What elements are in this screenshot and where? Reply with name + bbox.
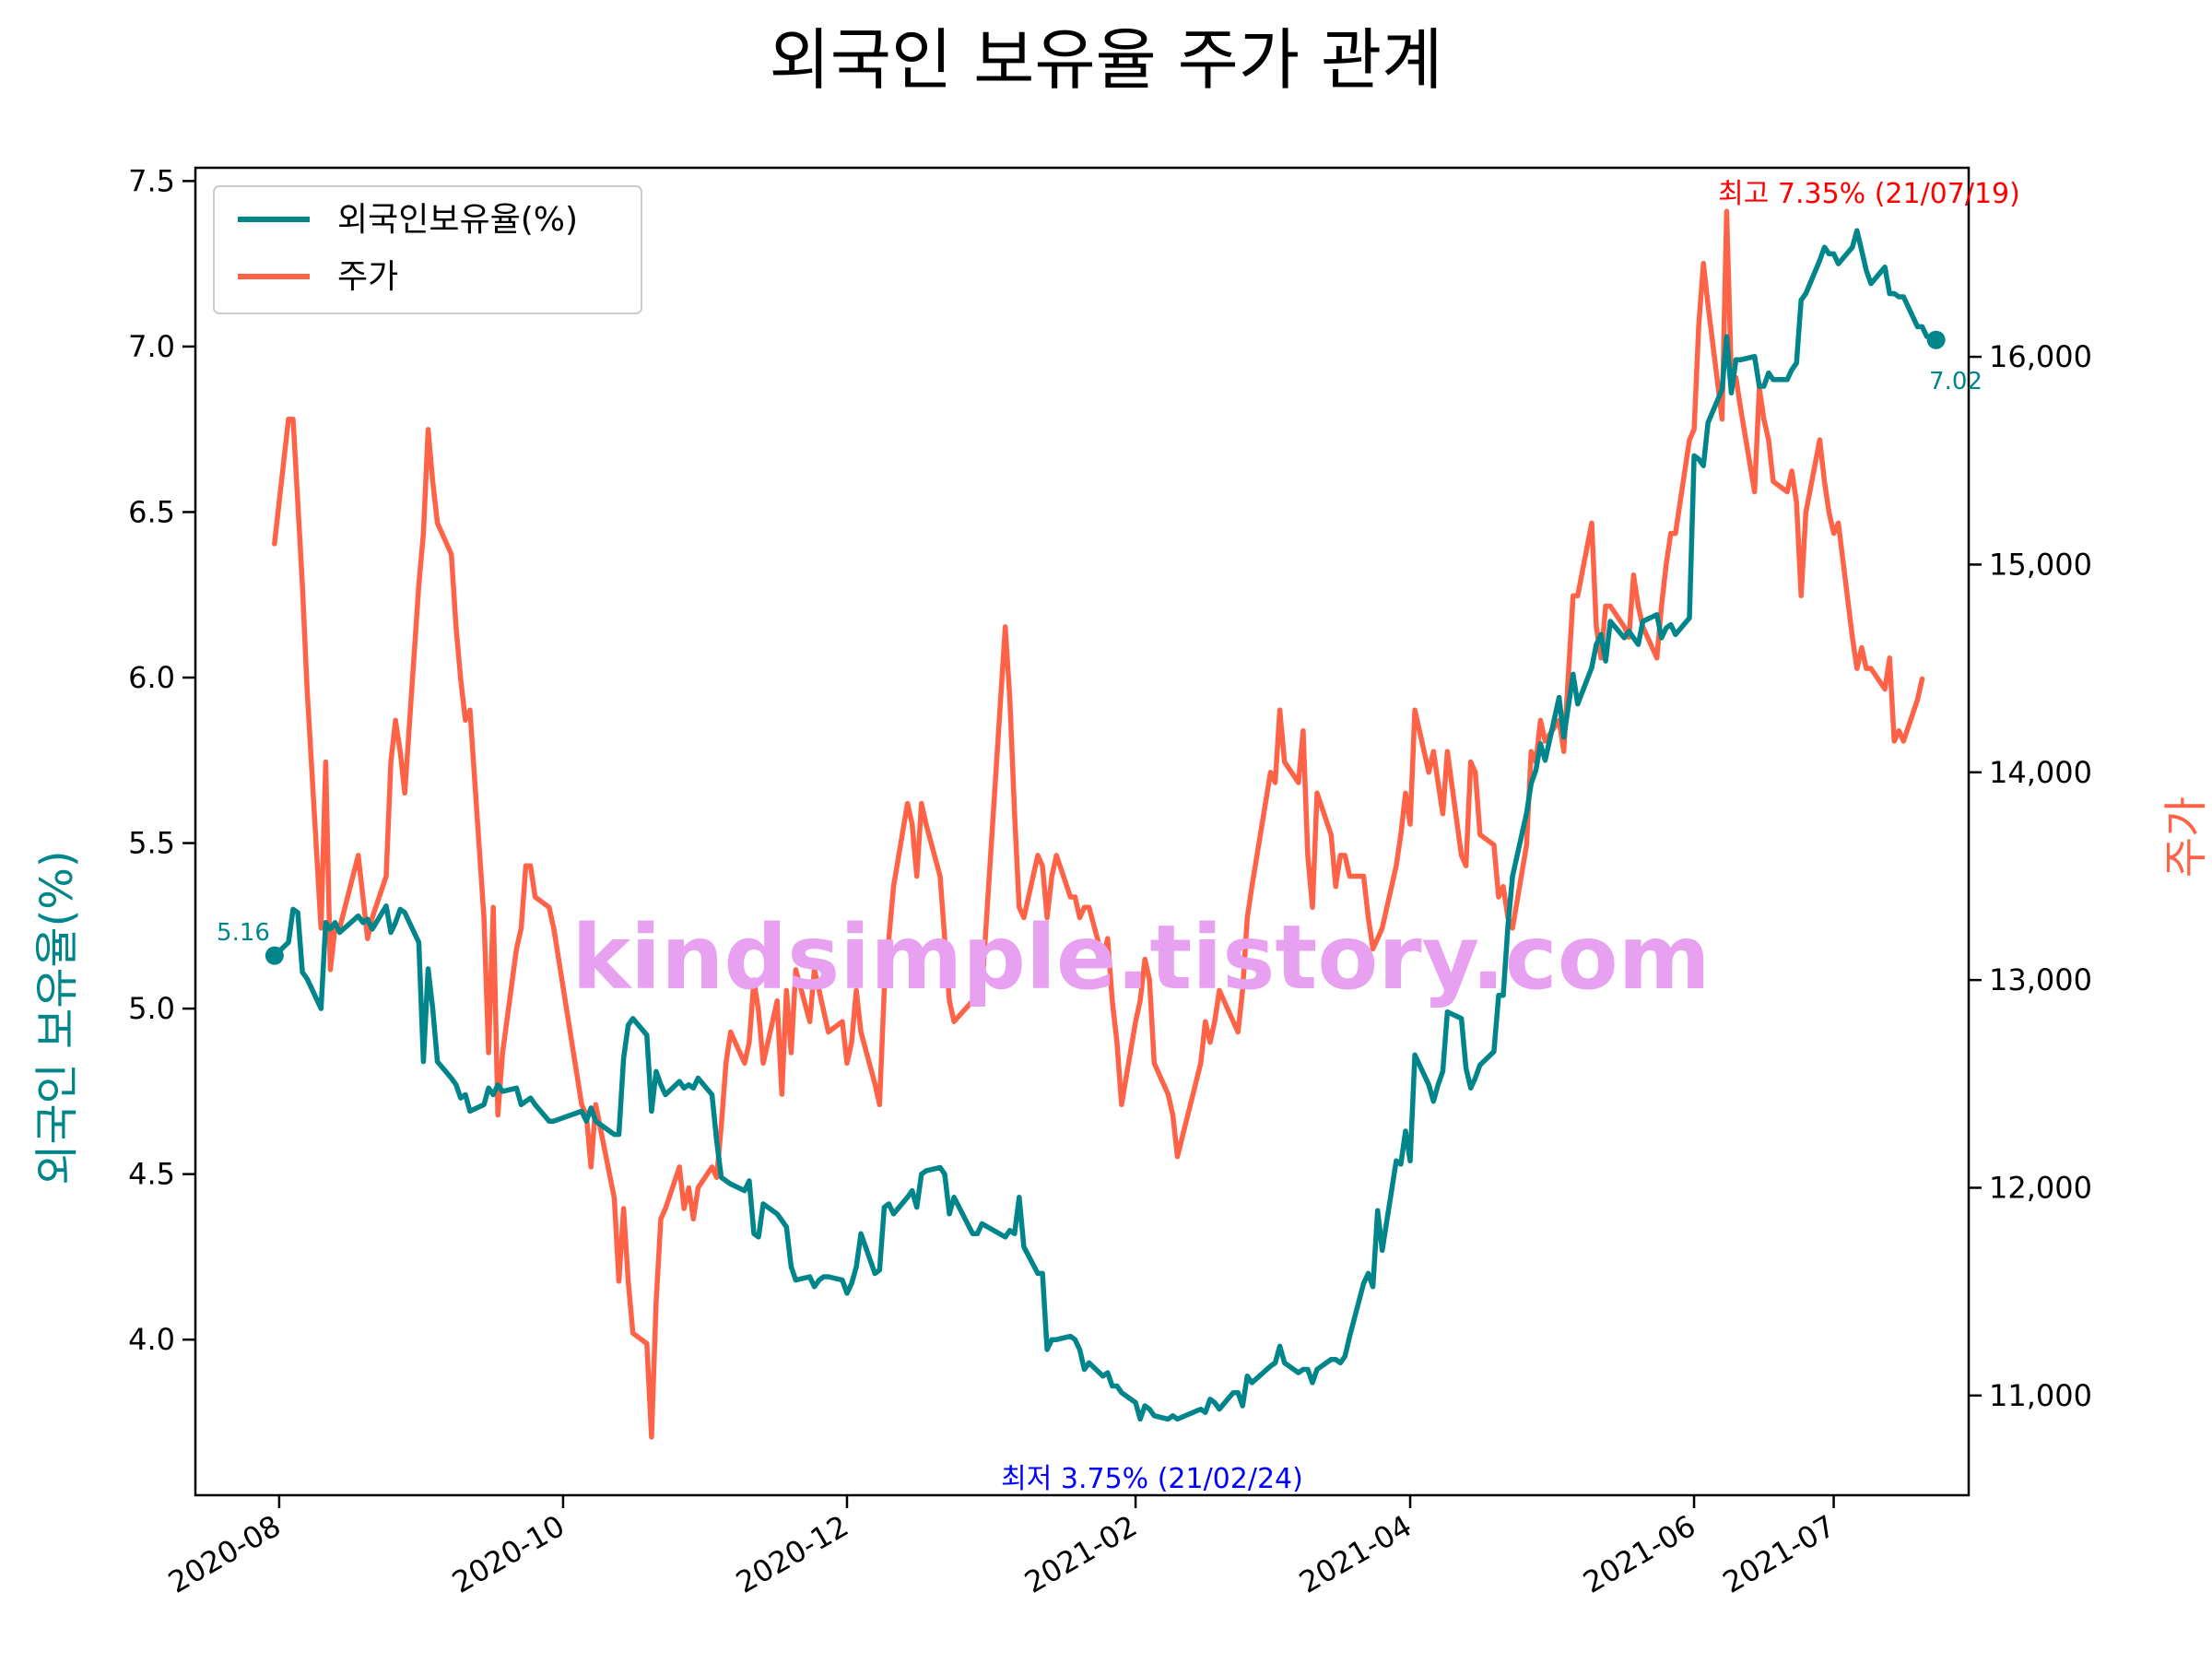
min-annotation: 최저 3.75% (21/02/24) (1001, 1463, 1303, 1495)
y-right-tick-label: 12,000 (1989, 1170, 2092, 1205)
start-value-label: 5.16 (217, 919, 270, 947)
y-left-tick-label: 4.0 (128, 1322, 175, 1357)
y-right-tick-label: 14,000 (1989, 755, 2092, 790)
max-annotation: 최고 7.35% (21/07/19) (1718, 178, 2020, 210)
y-left-tick-label: 7.0 (128, 329, 175, 364)
y-left-tick-label: 5.0 (128, 991, 175, 1026)
series-line-price (272, 208, 1925, 1440)
watermark: kindsimple.tistory.com (571, 906, 1710, 1009)
series-layer (265, 208, 1946, 1440)
y-left-tick-label: 6.0 (128, 660, 175, 695)
end-marker (1926, 330, 1946, 349)
y-right-tick-label: 11,000 (1989, 1378, 2092, 1413)
y-axis-right-label: 주가 (2160, 796, 2212, 878)
legend-box (213, 185, 642, 314)
y-left-tick-label: 7.5 (128, 163, 175, 198)
y-axis-left-label: 외국인 보유율(%) (31, 850, 83, 1185)
start-marker (265, 946, 284, 965)
chart-title: 외국인 보유율 주가 관계 (769, 21, 1442, 99)
y-left-tick-label: 6.5 (128, 494, 175, 529)
y-right-tick-label: 15,000 (1989, 547, 2092, 582)
y-axis-left-ticks: 4.0 4.5 5.0 5.5 6.0 6.5 7.0 7.5 (128, 163, 195, 1357)
y-left-tick-label: 5.5 (128, 826, 175, 861)
series-line-foreign (272, 228, 1939, 1422)
plot-frame (194, 166, 1971, 1497)
y-right-tick-label: 16,000 (1989, 339, 2092, 374)
y-left-tick-label: 4.5 (128, 1157, 175, 1192)
legend: 외국인보유율(%) 주가 (213, 185, 642, 314)
legend-label-price: 주가 (337, 258, 398, 296)
end-value-label: 7.02 (1929, 368, 1983, 395)
legend-label-foreign: 외국인보유율(%) (337, 201, 578, 239)
y-axis-right-ticks: 11,000 12,000 13,000 14,000 15,000 16,000 (1969, 339, 2092, 1413)
y-right-tick-label: 13,000 (1989, 962, 2092, 997)
